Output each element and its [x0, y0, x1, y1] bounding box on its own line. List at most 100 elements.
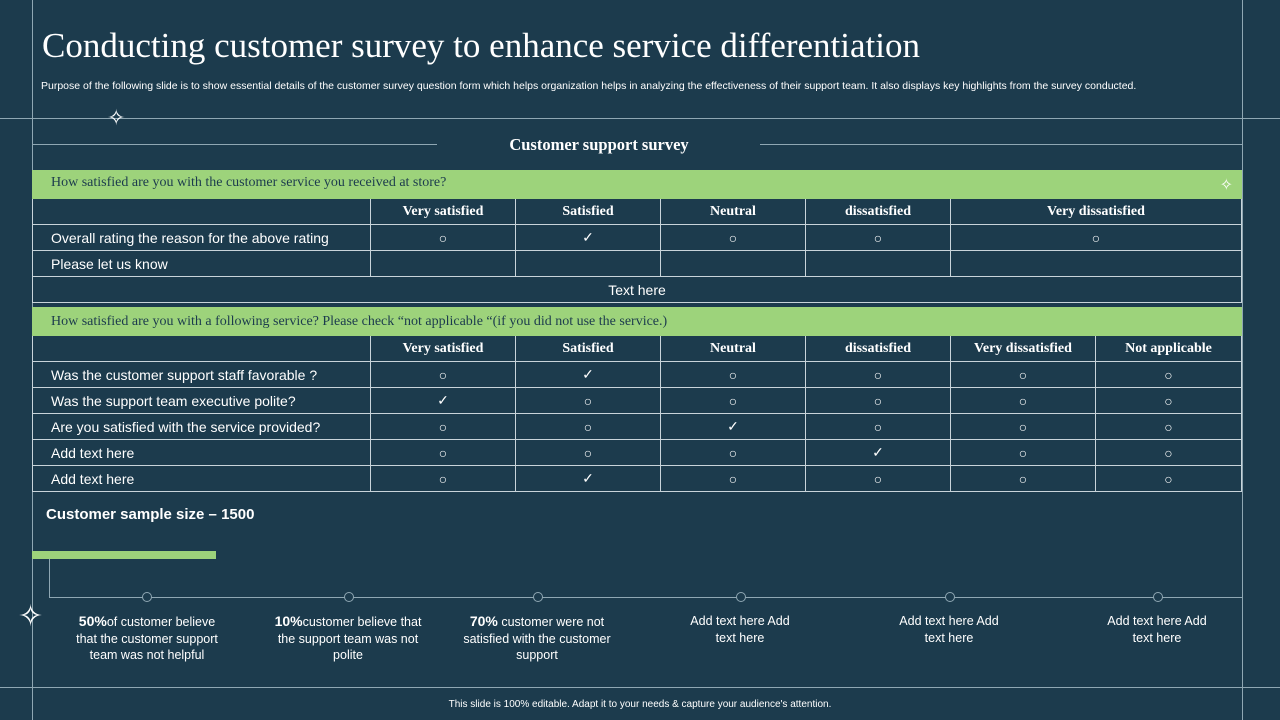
rating-option[interactable]: ○: [950, 224, 1242, 251]
rating-option[interactable]: ○: [370, 224, 516, 251]
row-question: Add text here: [32, 439, 371, 466]
rating-option[interactable]: ✓: [515, 224, 661, 251]
rating-option[interactable]: ○: [515, 439, 661, 466]
rating-option[interactable]: ○: [1095, 413, 1242, 440]
table-row: Add text here ○ ✓ ○ ○ ○ ○: [32, 465, 1242, 492]
column-header: Neutral: [660, 198, 806, 225]
column-header: Neutral: [660, 335, 806, 362]
rating-option[interactable]: ○: [805, 224, 951, 251]
timeline-line: [49, 597, 1242, 598]
rating-option[interactable]: ○: [950, 439, 1096, 466]
timeline-dot: [1153, 592, 1163, 602]
rating-option[interactable]: ✓: [515, 465, 661, 492]
table-row: Are you satisfied with the service provi…: [32, 413, 1242, 440]
timeline-dot: [736, 592, 746, 602]
stat-item: Add text here Add text here: [690, 613, 790, 646]
table-row: Was the customer support staff favorable…: [32, 361, 1242, 388]
header-blank-cell: [32, 198, 371, 225]
stat-item: Add text here Add text here: [899, 613, 999, 646]
stat-value: 70%: [469, 613, 498, 629]
page-subtitle: Purpose of the following slide is to sho…: [41, 80, 1137, 92]
survey-table-store: How satisfied are you with the customer …: [32, 170, 1242, 303]
page-title: Conducting customer survey to enhance se…: [42, 26, 920, 65]
question-text: How satisfied are you with the customer …: [51, 174, 447, 190]
rating-option[interactable]: ○: [950, 413, 1096, 440]
timeline-stem: [49, 559, 50, 597]
column-header: Very dissatisfied: [950, 198, 1242, 225]
column-header: Very satisfied: [370, 335, 516, 362]
rating-option[interactable]: ○: [660, 465, 806, 492]
stat-text: Add text here Add text here: [899, 614, 999, 645]
survey-title: Customer support survey: [509, 135, 689, 154]
rating-option[interactable]: ○: [370, 413, 516, 440]
rating-option[interactable]: ○: [660, 387, 806, 414]
question-text: How satisfied are you with a following s…: [51, 313, 668, 329]
answer-cell[interactable]: [950, 250, 1242, 277]
rating-option[interactable]: ✓: [660, 413, 806, 440]
table-row: Text here: [32, 276, 1242, 303]
survey-title-rule-right: [760, 144, 1242, 145]
rating-option[interactable]: ✓: [515, 361, 661, 388]
rating-option[interactable]: ○: [950, 387, 1096, 414]
rating-option[interactable]: ✓: [805, 439, 951, 466]
stat-text: of customer believe that the customer su…: [76, 615, 218, 662]
rating-option[interactable]: ○: [515, 387, 661, 414]
row-question: Are you satisfied with the service provi…: [32, 413, 371, 440]
rating-option[interactable]: ○: [370, 439, 516, 466]
rating-option[interactable]: ○: [1095, 361, 1242, 388]
table-row: Was the support team executive polite? ✓…: [32, 387, 1242, 414]
column-header: Not applicable: [1095, 335, 1242, 362]
stat-value: 50%: [78, 613, 107, 629]
sparkle-icon: ✧: [18, 600, 44, 633]
timeline-dot: [344, 592, 354, 602]
answer-cell[interactable]: [515, 250, 661, 277]
rating-option[interactable]: ○: [370, 465, 516, 492]
row-question: Was the support team executive polite?: [32, 387, 371, 414]
answer-cell[interactable]: [660, 250, 806, 277]
table-header-row: Very satisfied Satisfied Neutral dissati…: [32, 335, 1242, 362]
table-row: Add text here ○ ○ ○ ✓ ○ ○: [32, 439, 1242, 466]
rating-option[interactable]: ○: [950, 465, 1096, 492]
column-header: dissatisfied: [805, 198, 951, 225]
stat-text: Add text here Add text here: [1107, 614, 1207, 645]
accent-bar: [32, 551, 216, 559]
sparkle-icon: ✧: [1219, 176, 1233, 194]
rating-option[interactable]: ○: [660, 439, 806, 466]
rating-option[interactable]: ○: [1095, 439, 1242, 466]
survey-title-rule-left: [32, 144, 437, 145]
table-row: Please let us know: [32, 250, 1242, 277]
rating-option[interactable]: ○: [805, 361, 951, 388]
text-placeholder[interactable]: Text here: [32, 276, 1242, 303]
rating-option[interactable]: ○: [1095, 387, 1242, 414]
footer-note: This slide is 100% editable. Adapt it to…: [448, 699, 832, 710]
answer-cell[interactable]: [370, 250, 516, 277]
rating-option[interactable]: ○: [515, 413, 661, 440]
timeline-dot: [533, 592, 543, 602]
column-header: Very satisfied: [370, 198, 516, 225]
right-frame-line: [1242, 0, 1243, 720]
question-band: How satisfied are you with the customer …: [32, 170, 1242, 199]
timeline-dot: [945, 592, 955, 602]
question-band: How satisfied are you with a following s…: [32, 307, 1242, 336]
timeline-dot: [142, 592, 152, 602]
rating-option[interactable]: ✓: [370, 387, 516, 414]
sample-size-label: Customer sample size – 1500: [46, 506, 255, 523]
rating-option[interactable]: ○: [805, 413, 951, 440]
stat-value: 10%: [274, 613, 303, 629]
stat-text: Add text here Add text here: [690, 614, 790, 645]
rating-option[interactable]: ○: [950, 361, 1096, 388]
survey-table-service: How satisfied are you with a following s…: [32, 307, 1242, 492]
rating-option[interactable]: ○: [805, 465, 951, 492]
header-divider: [0, 118, 1280, 119]
rating-option[interactable]: ○: [660, 361, 806, 388]
column-header: Satisfied: [515, 198, 661, 225]
rating-option[interactable]: ○: [805, 387, 951, 414]
rating-option[interactable]: ○: [370, 361, 516, 388]
answer-cell[interactable]: [805, 250, 951, 277]
rating-option[interactable]: ○: [1095, 465, 1242, 492]
footer-divider: [0, 687, 1280, 688]
header-blank-cell: [32, 335, 371, 362]
table-row: Overall rating the reason for the above …: [32, 224, 1242, 251]
rating-option[interactable]: ○: [660, 224, 806, 251]
column-header: dissatisfied: [805, 335, 951, 362]
